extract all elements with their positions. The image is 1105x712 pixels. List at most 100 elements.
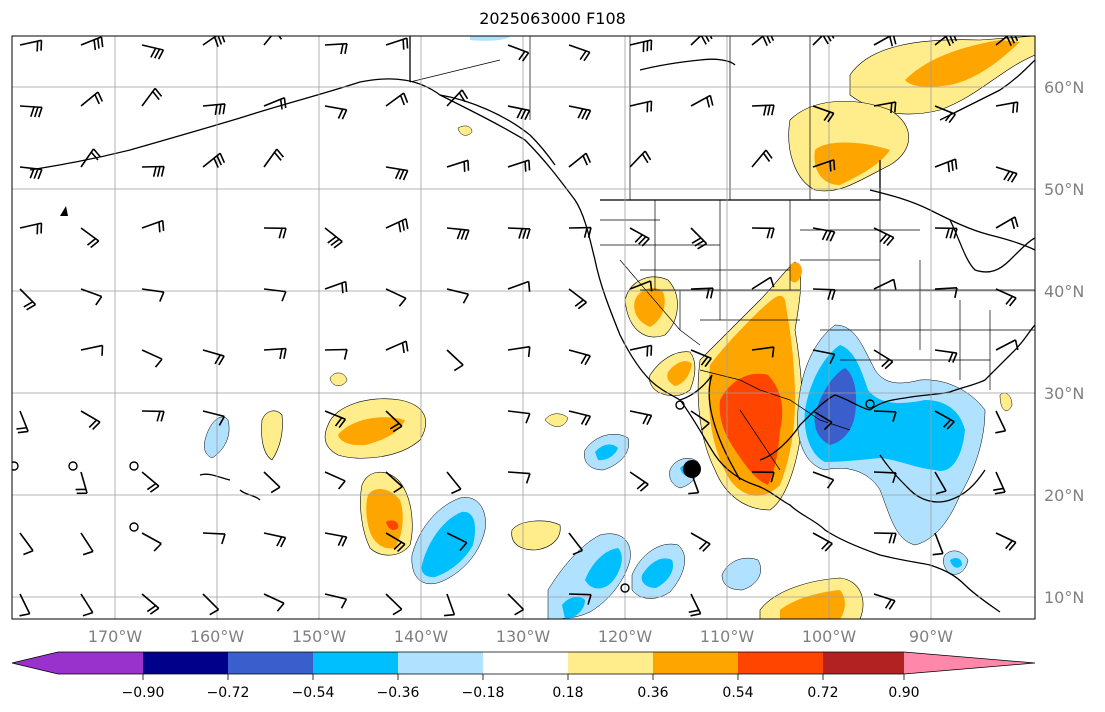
- political-borders: [409, 36, 1035, 471]
- wind-barb: [141, 165, 165, 177]
- wind-barb: [324, 410, 347, 429]
- colorbar-tick-label: −0.36: [377, 685, 420, 701]
- wind-barb: [446, 471, 462, 495]
- wind-barb: [324, 532, 348, 547]
- wind-barb: [690, 227, 708, 250]
- wind-barb: [812, 105, 835, 123]
- wind-barb: [629, 471, 649, 492]
- wind-barb: [324, 348, 348, 360]
- wind-barb: [446, 227, 470, 241]
- wind-barb: [202, 410, 226, 426]
- wind-barb: [751, 149, 773, 168]
- colorbar-segment: [568, 652, 653, 674]
- wind-barb: [19, 166, 43, 180]
- wind-barb: [507, 471, 531, 484]
- wind-barb: [385, 471, 403, 494]
- wind-barb: [141, 219, 165, 233]
- wind-barb: [690, 287, 714, 299]
- colorbar-tick-label: 0.54: [722, 685, 753, 701]
- wind-barb: [934, 287, 958, 299]
- lat-label: 10°N: [1044, 588, 1084, 607]
- wind-barb: [812, 227, 836, 242]
- wind-barb: [934, 410, 955, 430]
- wind-barb: [568, 532, 584, 556]
- wind-barb: [263, 347, 287, 360]
- wind-barb: [812, 159, 836, 172]
- lon-label: 100°W: [802, 627, 857, 646]
- wind-barb: [995, 166, 1018, 183]
- wind-barb: [75, 471, 88, 495]
- wind-barb: [690, 36, 713, 46]
- wind-barb: [629, 150, 652, 168]
- wind-barb: [934, 227, 958, 239]
- wind-barb: [873, 532, 897, 544]
- coastlines: [29, 36, 1035, 613]
- wind-barb: [629, 39, 653, 53]
- wind-barb: [934, 158, 958, 173]
- colorbar: −0.90 −0.72 −0.54 −0.36 −0.18 0.18 0.36 …: [11, 651, 1036, 701]
- colorbar-tick-label: 0.90: [888, 685, 919, 701]
- wind-barb: [751, 104, 775, 116]
- wind-barb: [629, 280, 653, 292]
- lon-label: 160°W: [190, 627, 245, 646]
- colorbar-segment: [143, 652, 228, 674]
- wind-barb: [934, 349, 958, 363]
- wind-barb: [507, 280, 531, 292]
- wind-barb: [324, 42, 348, 55]
- wind-barb: [202, 349, 225, 366]
- colorbar-segment: [398, 652, 483, 674]
- wind-barb: [141, 288, 165, 302]
- wind-barb: [80, 91, 104, 107]
- wind-barb: [263, 288, 287, 302]
- wind-barb: [263, 532, 287, 548]
- lon-label: 130°W: [496, 627, 551, 646]
- wind-barb: [141, 87, 163, 107]
- wind-barb: [80, 148, 101, 168]
- colorbar-tick-label: 0.36: [637, 685, 668, 701]
- wind-barb: [873, 349, 894, 370]
- colorbar-tick-label: 0.72: [807, 685, 838, 701]
- wind-barb: [934, 105, 957, 124]
- colorbar-segment: [483, 652, 568, 674]
- colorbar-segment: [653, 652, 738, 674]
- wind-barb: [141, 349, 163, 368]
- wind-barb: [568, 44, 591, 62]
- wind-barb: [263, 148, 285, 168]
- wind-barb: [873, 278, 897, 290]
- wind-barb: [812, 532, 833, 552]
- wind-barb: [873, 227, 895, 246]
- colorbar-outline: [11, 651, 1036, 675]
- wind-barb: [19, 288, 37, 311]
- wind-barb: [629, 344, 653, 357]
- wind-barb: [568, 288, 587, 310]
- wind-barb: [812, 36, 835, 46]
- wind-barb: [324, 105, 348, 120]
- wind-barb: [446, 159, 470, 172]
- wind-barb: [202, 532, 226, 545]
- wind-barb: [507, 44, 530, 62]
- wind-barb: [446, 532, 468, 552]
- wind-barb: [690, 94, 714, 108]
- wind-barb: [446, 288, 470, 304]
- lon-label: 170°W: [88, 627, 143, 646]
- wind-barb: [263, 593, 285, 612]
- wind-barb: [446, 89, 469, 107]
- wind-barb: [995, 288, 1017, 307]
- lon-label: 110°W: [700, 627, 755, 646]
- wind-barb: [629, 410, 653, 426]
- wind-barb: [19, 39, 43, 52]
- wind-barb: [995, 339, 1019, 351]
- lat-label: 50°N: [1044, 180, 1084, 199]
- wind-barb: [446, 349, 464, 372]
- lat-label: 20°N: [1044, 486, 1084, 505]
- wind-barb: [629, 227, 650, 247]
- wind-barb: [812, 288, 836, 300]
- wind-barb: [873, 471, 897, 484]
- lon-label: 140°W: [394, 627, 449, 646]
- lat-label: 40°N: [1044, 282, 1084, 301]
- wind-barb: [141, 44, 165, 60]
- wind-barb: [202, 103, 226, 116]
- wind-barb: [751, 346, 775, 358]
- wind-barb: [629, 100, 653, 113]
